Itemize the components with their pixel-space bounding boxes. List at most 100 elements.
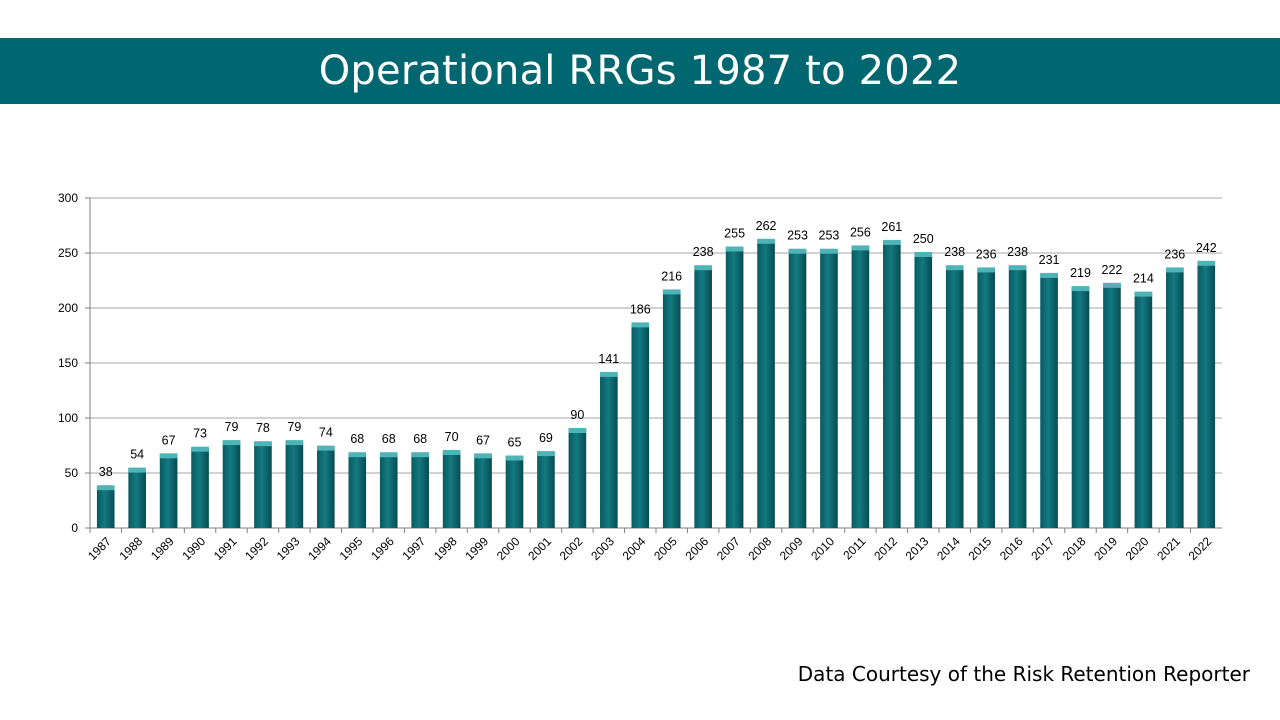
data-label-1997: 68 [413, 432, 427, 446]
data-label-2015: 236 [976, 247, 997, 261]
bar-2017 [1040, 273, 1058, 528]
bar-top-2012 [883, 239, 901, 245]
data-label-2017: 231 [1039, 253, 1060, 267]
bar-2022 [1197, 261, 1216, 528]
bar-2009 [788, 249, 807, 528]
bar-top-2008 [757, 238, 775, 244]
x-tick-label-2015: 2015 [966, 534, 995, 563]
bar-top-2014 [945, 265, 964, 271]
x-tick-label-1997: 1997 [400, 534, 429, 563]
data-label-2000: 65 [508, 436, 522, 450]
bar-1997 [411, 453, 429, 528]
x-tick-label-2012: 2012 [871, 534, 900, 563]
x-tick-label-2008: 2008 [745, 534, 774, 563]
bar-2010 [820, 249, 838, 528]
bar-top-2002 [568, 428, 587, 433]
x-tick-label-1988: 1988 [117, 534, 146, 563]
bar-top-2018 [1071, 286, 1090, 292]
axes [85, 197, 1222, 533]
bar-top-2022 [1197, 260, 1216, 266]
y-tick-label: 150 [58, 356, 78, 370]
x-tick-label-1990: 1990 [179, 534, 208, 563]
bar-2011 [851, 246, 870, 528]
bar-2020 [1134, 292, 1153, 528]
data-label-2020: 214 [1133, 272, 1154, 286]
bar-top-1990 [191, 446, 209, 452]
bar-top-2000 [505, 455, 524, 461]
data-label-2002: 90 [570, 408, 584, 422]
bar-2000 [505, 456, 524, 528]
bar-top-2015 [977, 267, 995, 273]
data-label-2014: 238 [944, 245, 965, 259]
bar-2019 [1103, 283, 1121, 528]
bar-1990 [191, 447, 209, 528]
bar-top-1989 [159, 453, 178, 459]
bars [96, 238, 1216, 529]
x-tick-label-1994: 1994 [305, 534, 334, 563]
bar-top-2003 [600, 371, 618, 377]
y-tick-label: 0 [71, 521, 78, 535]
bar-top-2011 [851, 245, 870, 251]
data-credit: Data Courtesy of the Risk Retention Repo… [797, 662, 1250, 686]
data-label-2016: 238 [1007, 245, 1028, 259]
bar-2014 [945, 266, 964, 528]
bar-top-2009 [788, 248, 807, 254]
data-label-1998: 70 [445, 430, 459, 444]
data-label-2008: 262 [756, 219, 777, 233]
bar-top-1998 [442, 450, 461, 455]
x-tick-label-2003: 2003 [588, 534, 617, 563]
grid-lines [90, 197, 1222, 474]
x-tick-label-2010: 2010 [808, 534, 837, 563]
bar-2007 [725, 247, 744, 528]
data-label-1989: 67 [162, 433, 176, 447]
x-tick-label-2016: 2016 [997, 534, 1026, 563]
bar-top-1993 [285, 440, 304, 446]
x-tick-label-2004: 2004 [620, 534, 649, 563]
data-label-2011: 256 [850, 225, 871, 239]
x-tick-label-2007: 2007 [714, 534, 743, 563]
x-tick-label-1992: 1992 [242, 534, 271, 563]
data-label-1995: 68 [350, 432, 364, 446]
data-label-1994: 74 [319, 426, 333, 440]
bar-top-2004 [631, 322, 650, 328]
x-tick-label-1989: 1989 [148, 534, 177, 563]
bar-1987 [96, 486, 115, 528]
data-label-2006: 238 [693, 245, 714, 259]
data-label-2013: 250 [913, 232, 934, 246]
slide-title: Operational RRGs 1987 to 2022 [318, 48, 962, 94]
bar-1996 [379, 453, 398, 528]
bar-2001 [537, 452, 555, 528]
bar-top-2019 [1103, 282, 1121, 288]
data-label-1996: 68 [382, 432, 396, 446]
y-tick-label: 50 [65, 466, 79, 480]
data-label-2003: 141 [598, 352, 619, 366]
bar-top-1992 [254, 441, 272, 447]
data-label-2022: 242 [1196, 241, 1217, 255]
bar-1995 [348, 453, 367, 528]
bar-1994 [317, 446, 335, 528]
bar-top-2005 [662, 289, 681, 295]
x-tick-label-2022: 2022 [1186, 534, 1215, 563]
bar-2002 [568, 429, 587, 528]
x-tick-label-2001: 2001 [525, 534, 554, 563]
y-tick-label: 100 [58, 411, 78, 425]
x-tick-label-2013: 2013 [903, 534, 932, 563]
bar-top-2021 [1166, 267, 1184, 273]
x-tick-label-2009: 2009 [777, 534, 806, 563]
data-label-2019: 222 [1102, 263, 1123, 277]
x-tick-label-2000: 2000 [494, 534, 523, 563]
x-tick-label-1999: 1999 [462, 534, 491, 563]
x-tick-label-2014: 2014 [934, 534, 963, 563]
x-tick-label-1998: 1998 [431, 534, 460, 563]
bar-top-2007 [725, 246, 744, 252]
bar-top-1988 [128, 467, 146, 473]
y-tick-label: 250 [58, 246, 78, 260]
bar-top-1987 [96, 485, 115, 491]
bar-2003 [600, 372, 618, 528]
data-label-1999: 67 [476, 433, 490, 447]
bar-1989 [159, 454, 178, 528]
bar-top-2017 [1040, 272, 1058, 278]
x-tick-label-1991: 1991 [211, 534, 240, 563]
data-label-2021: 236 [1164, 247, 1185, 261]
data-label-2004: 186 [630, 302, 651, 316]
